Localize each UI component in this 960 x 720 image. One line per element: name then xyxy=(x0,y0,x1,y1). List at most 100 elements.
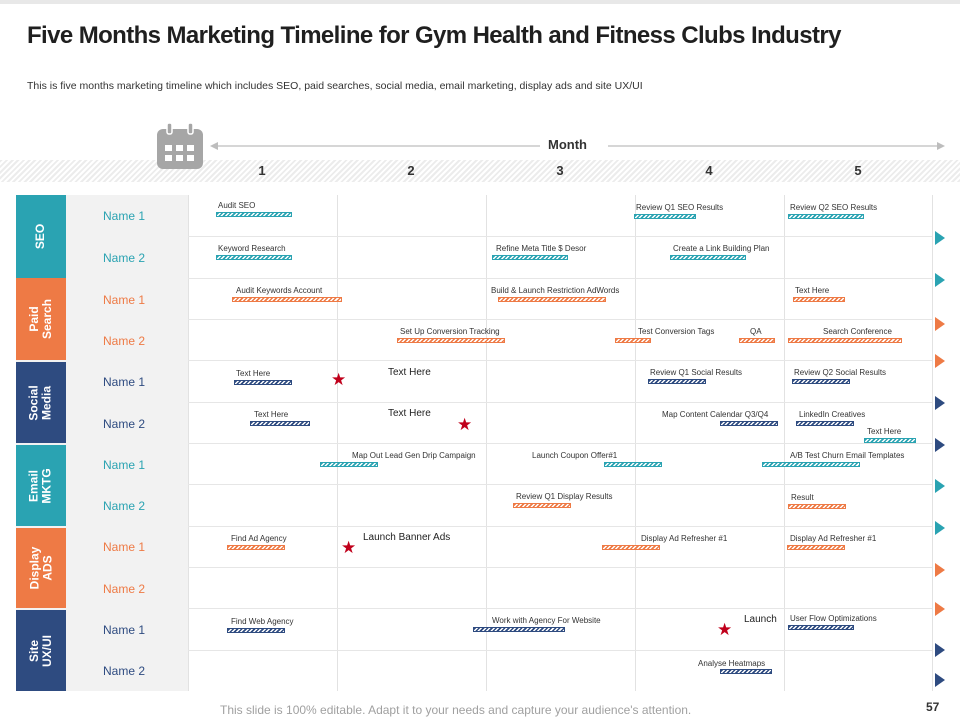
task-bar xyxy=(864,438,916,443)
task-label: Set Up Conversion Tracking xyxy=(400,327,500,336)
task-label: Review Q1 SEO Results xyxy=(636,203,724,212)
milestone-star-icon: ★ xyxy=(341,538,357,557)
row-name: Name 1 xyxy=(103,209,146,223)
row-line xyxy=(188,278,932,279)
task-bar xyxy=(234,380,292,385)
task-bar xyxy=(492,255,568,260)
row-name: Name 2 xyxy=(103,334,146,348)
task-label: Result xyxy=(791,493,814,502)
row-line xyxy=(188,608,932,609)
row-line xyxy=(188,567,932,568)
header-band xyxy=(0,160,960,182)
row-name: Name 2 xyxy=(103,417,146,431)
task-bar xyxy=(796,421,854,426)
task-bar xyxy=(513,503,571,508)
task-bar xyxy=(227,545,285,550)
page-subtitle: This is five months marketing timeline w… xyxy=(27,80,643,92)
task-label: Build & Launch Restriction AdWords xyxy=(491,286,620,295)
task-bar xyxy=(787,545,845,550)
task-bar xyxy=(232,297,342,302)
task-bar xyxy=(762,462,860,467)
task-bar xyxy=(788,338,902,343)
row-arrow-icon xyxy=(935,317,945,331)
category-label: Site UX/UI xyxy=(26,634,54,667)
task-label: User Flow Optimizations xyxy=(790,614,877,623)
row-line xyxy=(188,526,932,527)
task-label: Search Conference xyxy=(823,327,892,336)
task-bar xyxy=(788,214,864,219)
category-paid-search: Paid Search xyxy=(16,278,66,360)
page-title: Five Months Marketing Timeline for Gym H… xyxy=(27,22,841,49)
category-label: SEO xyxy=(33,223,48,250)
task-label: Launch Coupon Offer#1 xyxy=(532,451,618,460)
task-bar xyxy=(227,628,285,633)
row-arrow-icon xyxy=(935,521,945,535)
task-label: Text Here xyxy=(795,286,830,295)
row-arrow-icon xyxy=(935,643,945,657)
month-3: 3 xyxy=(556,163,564,178)
calendar-icon xyxy=(157,122,203,169)
task-label: Work with Agency For Website xyxy=(492,616,601,625)
category-label: Email MKTG xyxy=(26,467,54,504)
row-name: Name 2 xyxy=(103,251,146,265)
category-site-uxui: Site UX/UI xyxy=(16,610,66,691)
row-arrow-icon xyxy=(935,438,945,452)
month-5: 5 xyxy=(854,163,862,178)
task-bar xyxy=(739,338,775,343)
grid-line xyxy=(932,195,933,691)
task-bar xyxy=(498,297,606,302)
task-bar xyxy=(648,379,706,384)
task-label: Find Web Agency xyxy=(231,617,294,626)
task-bar xyxy=(793,297,845,302)
task-bar xyxy=(792,379,850,384)
task-bar xyxy=(250,421,310,426)
task-bar xyxy=(604,462,662,467)
page-number: 57 xyxy=(926,700,940,714)
task-label: Text Here xyxy=(236,369,271,378)
task-label: Audit SEO xyxy=(218,201,256,210)
category-email-mktg: Email MKTG xyxy=(16,445,66,526)
row-name: Name 1 xyxy=(103,458,146,472)
row-name: Name 1 xyxy=(103,375,146,389)
task-label: Test Conversion Tags xyxy=(638,327,715,336)
task-bar xyxy=(788,504,846,509)
task-label: Find Ad Agency xyxy=(231,534,287,543)
task-label: Refine Meta Title $ Desor xyxy=(496,244,587,253)
task-bar xyxy=(320,462,378,467)
row-name: Name 2 xyxy=(103,499,146,513)
milestone-star-icon: ★ xyxy=(331,370,347,389)
task-bar xyxy=(670,255,746,260)
category-label: Paid Search xyxy=(27,298,54,340)
task-bar xyxy=(397,338,505,343)
month-1: 1 xyxy=(258,163,266,178)
task-label: Map Content Calendar Q3/Q4 xyxy=(662,410,769,419)
task-label: Map Out Lead Gen Drip Campaign xyxy=(352,451,476,460)
row-name: Name 2 xyxy=(103,582,146,596)
row-name: Name 1 xyxy=(103,623,146,637)
task-label: Review Q2 SEO Results xyxy=(790,203,878,212)
row-arrow-icon xyxy=(935,354,945,368)
row-line xyxy=(188,360,932,361)
milestone-label: Text Here xyxy=(388,408,431,419)
task-label: Text Here xyxy=(867,427,902,436)
row-line xyxy=(188,650,932,651)
category-label: Display ADS xyxy=(27,546,54,590)
task-label: Keyword Research xyxy=(218,244,286,253)
month-2: 2 xyxy=(407,163,415,178)
milestone-label: Text Here xyxy=(388,367,431,378)
row-arrow-icon xyxy=(935,231,945,245)
milestone-star-icon: ★ xyxy=(457,415,473,434)
task-bar xyxy=(720,669,772,674)
task-label: LinkedIn Creatives xyxy=(799,410,866,419)
category-social-media: Social Media xyxy=(16,362,66,443)
row-arrow-icon xyxy=(935,563,945,577)
task-bar xyxy=(216,212,292,217)
task-bar xyxy=(216,255,292,260)
task-label: Text Here xyxy=(254,410,289,419)
milestone-label: Launch Banner Ads xyxy=(363,532,451,543)
task-label: Display Ad Refresher #1 xyxy=(790,534,877,543)
row-arrow-icon xyxy=(935,673,945,687)
task-label: Audit Keywords Account xyxy=(236,286,323,295)
task-bar xyxy=(788,625,854,630)
month-axis-label: Month xyxy=(548,137,587,152)
